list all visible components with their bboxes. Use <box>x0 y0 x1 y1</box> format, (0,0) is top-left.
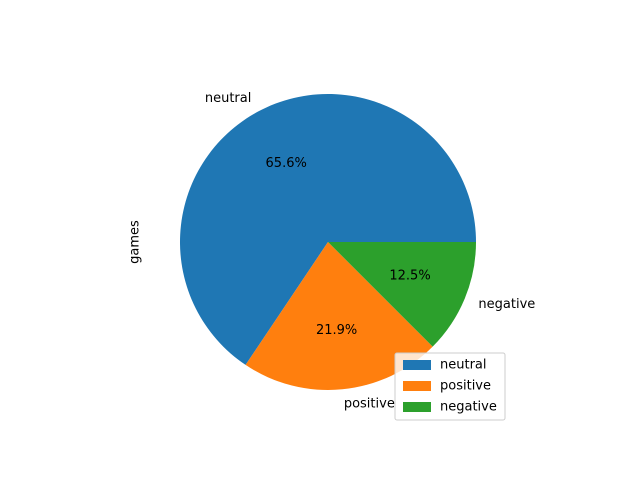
y-axis-label: games <box>128 220 143 264</box>
percentage-labels: 65.6% 21.9% 12.5% <box>266 156 431 338</box>
legend-swatch-neutral <box>403 360 431 370</box>
slice-pct-negative: 12.5% <box>389 268 430 283</box>
legend-swatch-negative <box>403 402 431 412</box>
slice-pct-neutral: 65.6% <box>266 156 307 171</box>
pie-slice-neutral <box>180 94 476 365</box>
slice-pct-positive: 21.9% <box>316 323 357 338</box>
pie-slice-negative <box>328 242 476 347</box>
legend-swatch-positive <box>403 381 431 391</box>
slice-label-negative: negative <box>478 297 535 312</box>
slice-label-positive: positive <box>344 397 395 412</box>
pie-slices <box>180 94 476 390</box>
slice-labels: neutral positive negative <box>205 91 535 412</box>
legend: neutral positive negative <box>394 352 506 421</box>
pie-slice-positive <box>245 242 433 390</box>
legend-label-neutral: neutral <box>440 358 487 373</box>
legend-label-positive: positive <box>440 379 491 394</box>
legend-label-negative: negative <box>440 400 497 415</box>
slice-label-neutral: neutral <box>205 91 252 106</box>
